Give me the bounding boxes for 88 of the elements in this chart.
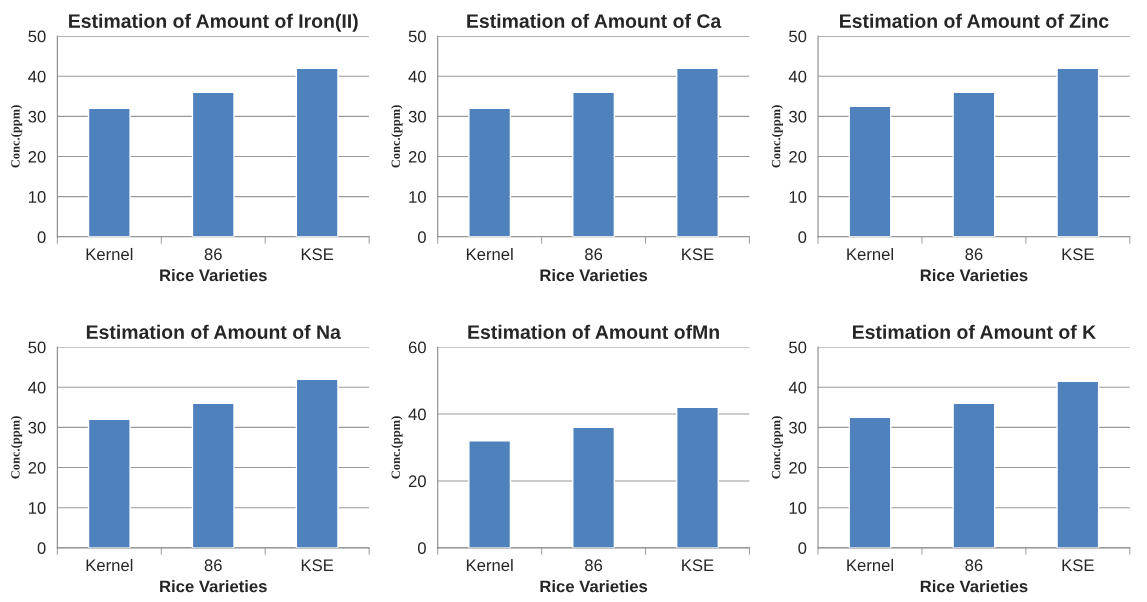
x-axis-title: Rice Varieties [920, 268, 1028, 282]
bar [676, 406, 719, 548]
bar [191, 402, 235, 548]
x-tick-label: KSE [1062, 559, 1094, 572]
x-tick-label: 86 [965, 248, 983, 261]
chart-title: Estimation of Amount of Zinc [840, 13, 1109, 28]
y-tick-label: 10 [789, 191, 807, 203]
bar [191, 91, 235, 237]
x-tick-label: KSE [682, 559, 714, 572]
x-axis-title: Rice Varieties [160, 268, 267, 282]
y-tick-label: 10 [409, 191, 426, 203]
y-tick-label: 10 [28, 191, 46, 203]
y-tick-label: 40 [788, 70, 807, 83]
y-axis-title: Conc.(ppm) [771, 416, 783, 479]
bar [848, 105, 892, 237]
chart-title: Estimation of Amount of Iron(II) [69, 13, 358, 32]
y-tick-label: 40 [788, 381, 807, 394]
y-axis-title: Conc.(ppm) [391, 416, 403, 479]
y-tick-label: 50 [789, 30, 807, 43]
y-tick-label: 50 [789, 341, 807, 354]
y-tick-label: 0 [37, 542, 46, 555]
bar [1056, 67, 1100, 237]
bar [848, 416, 892, 548]
y-tick-label: 40 [408, 70, 426, 83]
y-tick-label: 50 [28, 341, 46, 354]
x-axis-title: Rice Varieties [540, 268, 648, 282]
y-tick-label: 20 [408, 150, 426, 163]
x-tick-label: Kernel [847, 558, 893, 572]
x-tick-label: Kernel [86, 247, 133, 261]
y-tick-label: 0 [798, 231, 807, 243]
chart-title: Estimation of Amount of Na [86, 324, 341, 340]
x-tick-label: KSE [301, 248, 334, 261]
chart-title: Estimation of Amount of Ca [467, 13, 722, 28]
y-tick-label: 0 [798, 542, 807, 555]
y-tick-label: 30 [28, 110, 46, 123]
y-tick-label: 30 [408, 110, 426, 123]
y-axis-title: Conc.(ppm) [10, 416, 23, 479]
x-tick-label: KSE [301, 559, 334, 572]
bar [1056, 380, 1100, 548]
y-tick-label: 20 [789, 150, 807, 163]
bar [468, 107, 512, 237]
y-tick-label: 20 [28, 150, 46, 163]
x-tick-label: 86 [965, 559, 983, 572]
y-tick-label: 40 [28, 381, 46, 394]
x-tick-label: 86 [204, 248, 222, 261]
y-tick-label: 60 [408, 341, 426, 354]
y-tick-label: 0 [37, 231, 46, 243]
x-tick-label: 86 [585, 248, 603, 261]
y-tick-label: 30 [789, 421, 807, 434]
bar [468, 440, 512, 548]
x-axis-title: Rice Varieties [920, 580, 1028, 593]
y-tick-label: 10 [28, 502, 46, 514]
x-axis-title: Rice Varieties [160, 580, 267, 593]
y-tick-label: 20 [28, 461, 46, 474]
y-tick-label: 20 [789, 461, 807, 474]
chart-title: Estimation of Amount ofMn [468, 324, 719, 340]
y-axis-title: Conc.(ppm) [771, 105, 783, 168]
y-tick-label: 30 [28, 421, 46, 434]
chart-title: Estimation of Amount of K [852, 324, 1096, 340]
y-tick-label: 30 [789, 110, 807, 123]
x-tick-label: Kernel [466, 558, 513, 572]
x-tick-label: KSE [1062, 248, 1094, 261]
y-tick-label: 20 [408, 475, 426, 488]
x-tick-label: 86 [204, 559, 222, 572]
bar [952, 402, 996, 548]
bar [572, 426, 616, 548]
y-tick-label: 10 [789, 502, 807, 514]
y-axis-title: Conc.(ppm) [391, 105, 403, 168]
x-tick-label: KSE [682, 248, 714, 261]
bar [295, 67, 339, 237]
y-tick-label: 40 [408, 408, 426, 421]
y-tick-label: 50 [408, 30, 426, 43]
y-tick-label: 50 [28, 30, 46, 43]
x-tick-label: Kernel [466, 247, 513, 261]
y-tick-label: 0 [417, 231, 426, 243]
y-tick-label: 0 [417, 542, 426, 555]
y-axis-title: Conc.(ppm) [10, 105, 23, 168]
bar [676, 67, 719, 237]
x-tick-label: 86 [585, 559, 603, 572]
bar [87, 418, 131, 548]
bar [295, 378, 339, 548]
x-tick-label: Kernel [86, 558, 133, 572]
bar [572, 91, 616, 237]
bar [952, 91, 996, 237]
bar [87, 107, 131, 237]
x-tick-label: Kernel [847, 247, 893, 261]
y-tick-label: 40 [28, 70, 46, 83]
x-axis-title: Rice Varieties [540, 580, 648, 593]
